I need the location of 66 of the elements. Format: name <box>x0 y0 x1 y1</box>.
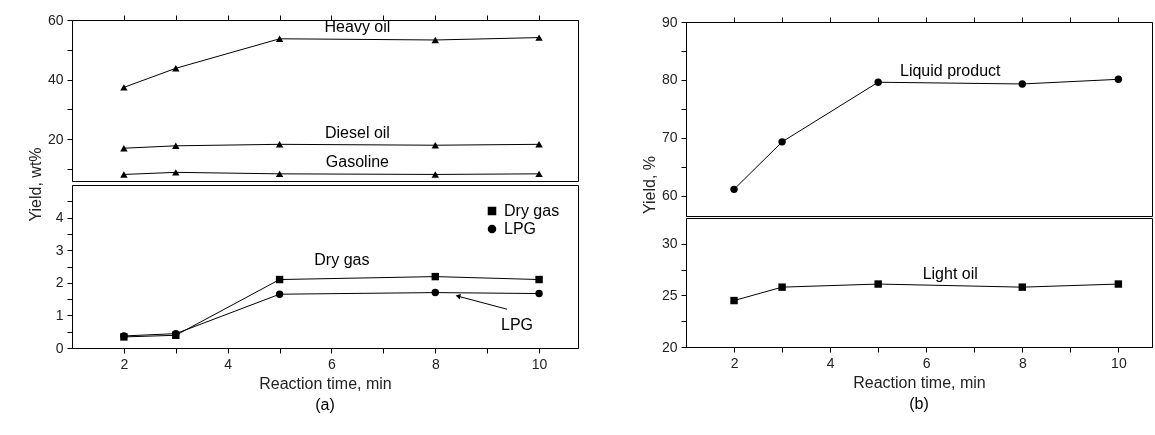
point <box>535 34 543 41</box>
series-label: Light oil <box>922 264 978 282</box>
y-tick-label: 0 <box>55 339 64 356</box>
y-tick-label: 20 <box>661 338 678 355</box>
y-tick-label: 60 <box>661 187 678 204</box>
y-axis-title: Yield, % <box>640 155 658 215</box>
series-label: Gasoline <box>325 153 390 171</box>
point <box>275 141 284 148</box>
point <box>275 290 284 298</box>
x-tick-label: 6 <box>328 355 337 372</box>
point <box>1114 75 1123 84</box>
annotation: LPG <box>501 316 534 334</box>
text: (b) <box>909 395 929 412</box>
point <box>535 141 543 148</box>
x-tick-label: 6 <box>922 354 931 371</box>
point <box>172 65 180 72</box>
point <box>778 138 786 146</box>
point <box>730 296 738 305</box>
y-tick-label: 40 <box>47 71 64 88</box>
point <box>1018 283 1026 291</box>
x-tick-label: 10 <box>1111 354 1127 371</box>
point <box>874 280 882 288</box>
point <box>535 170 543 178</box>
x-tick-label: 8 <box>431 355 440 372</box>
y-tick-label: 70 <box>661 129 678 146</box>
series-label: Liquid product <box>899 62 1002 80</box>
point <box>535 289 543 298</box>
point <box>120 84 128 91</box>
point <box>874 78 882 86</box>
y-axis-title: Yield, wt% <box>26 147 44 222</box>
x-axis-title: Reaction time, min <box>853 373 986 391</box>
legend-label: LPG <box>504 220 537 237</box>
y-tick-label: 4 <box>55 209 64 226</box>
y-tick-label: 60 <box>47 11 64 28</box>
point <box>431 171 439 178</box>
y-tick-label: 25 <box>661 286 678 303</box>
point <box>778 283 786 291</box>
x-tick-label: 4 <box>224 355 233 372</box>
y-tick-label: 30 <box>661 235 678 252</box>
y-tick-label: 80 <box>661 71 678 88</box>
point <box>172 169 180 176</box>
point <box>275 35 284 42</box>
x-tick-label: 4 <box>826 354 835 371</box>
point <box>730 185 738 194</box>
y-tick-label: 20 <box>47 130 64 147</box>
series-label: Diesel oil <box>324 123 390 141</box>
point <box>431 288 439 297</box>
x-tick-label: 8 <box>1018 354 1027 371</box>
point <box>1018 80 1026 88</box>
y-tick-label: 1 <box>55 306 64 323</box>
text: (a) <box>315 396 335 413</box>
legend-label: Dry gas <box>504 202 560 219</box>
y-tick-label: 2 <box>55 274 64 291</box>
y-tick-label: 3 <box>55 241 64 258</box>
point <box>535 275 543 284</box>
x-tick-label: 2 <box>730 354 739 371</box>
point <box>172 142 180 150</box>
y-tick-label: 90 <box>661 13 678 30</box>
point <box>431 36 439 44</box>
x-axis-title: Reaction time, min <box>259 374 392 392</box>
point <box>275 170 284 178</box>
x-tick-label: 10 <box>531 355 548 372</box>
x-tick-label: 2 <box>120 355 129 372</box>
point <box>1114 280 1123 288</box>
annotation: Dry gas <box>314 251 370 269</box>
point <box>120 171 128 178</box>
